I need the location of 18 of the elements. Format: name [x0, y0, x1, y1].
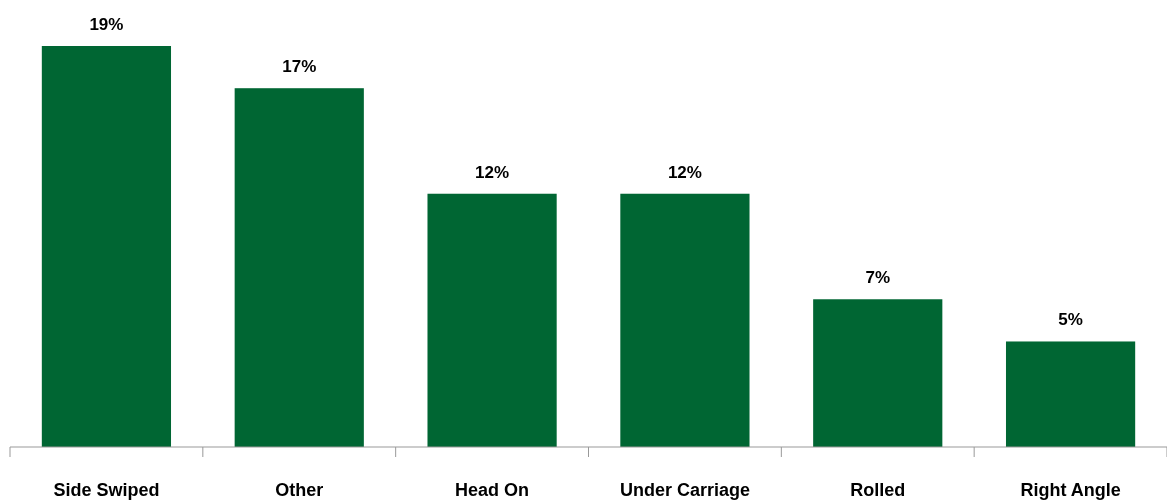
bar — [234, 88, 364, 447]
data-label: 19% — [89, 15, 124, 34]
data-label: 5% — [1058, 310, 1083, 330]
data-label: 12% — [667, 162, 702, 182]
x-tick-label: Head On — [455, 480, 530, 500]
data-label: 12% — [475, 162, 510, 182]
bar — [620, 193, 750, 447]
x-tick-label: Rolled — [850, 480, 906, 500]
bar — [813, 299, 943, 447]
x-tick-label: Other — [275, 480, 324, 500]
bar — [41, 46, 172, 447]
x-tick-label: Side Swiped — [53, 480, 160, 500]
bar — [1005, 341, 1136, 447]
bar — [427, 193, 557, 447]
data-label: 7% — [865, 268, 891, 288]
x-tick-label: Right Angle — [1020, 480, 1121, 500]
x-tick-label: Under Carriage — [619, 480, 750, 500]
data-label: 17% — [282, 57, 317, 77]
